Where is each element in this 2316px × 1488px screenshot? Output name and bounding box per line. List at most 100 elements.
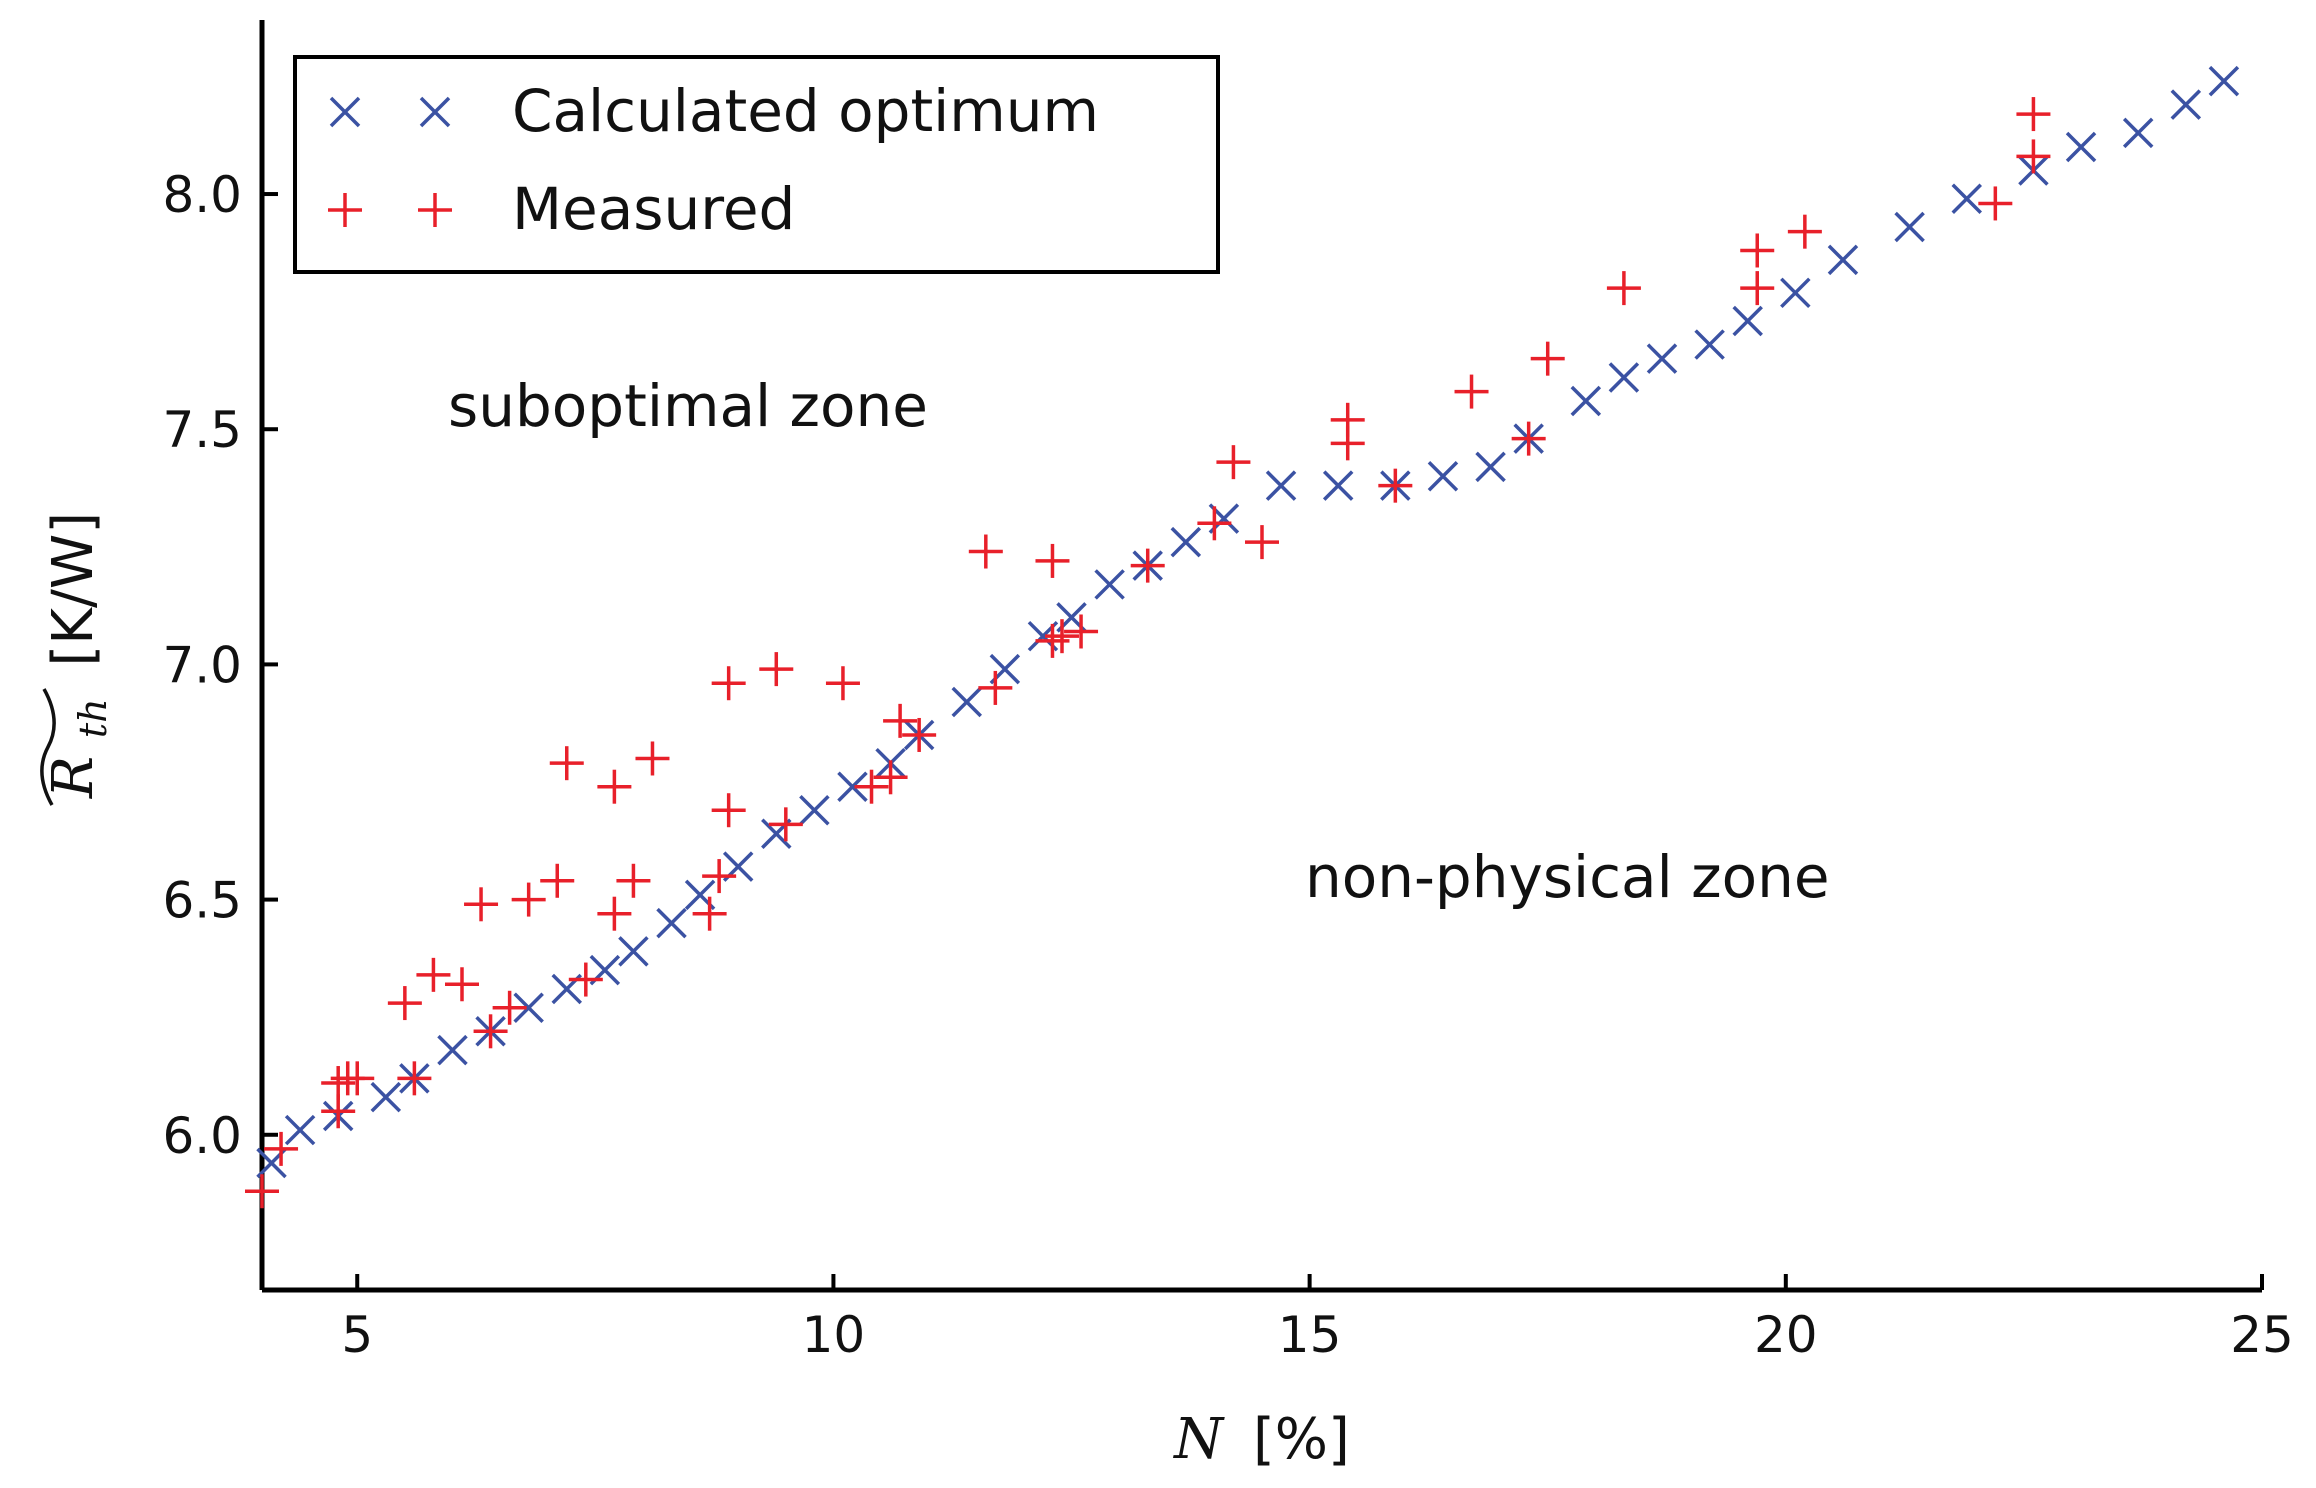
svg-text:N [%]: N [%] — [1172, 1407, 1350, 1472]
series-layer — [245, 65, 2240, 1209]
measured-point — [492, 990, 527, 1025]
measured-point — [768, 807, 803, 842]
calculated-point — [370, 1081, 402, 1113]
measured-point — [387, 986, 422, 1021]
x-tick-label: 15 — [1278, 1306, 1342, 1364]
legend-marker-measured — [418, 193, 452, 227]
calculated-point — [1694, 329, 1725, 360]
measured-point — [759, 652, 794, 687]
series-measured — [245, 97, 2051, 1209]
measured-point — [245, 1174, 279, 1209]
calculated-point — [1170, 526, 1202, 558]
measured-point — [854, 769, 889, 804]
legend-label-measured: Measured — [512, 175, 795, 243]
calculated-point — [799, 794, 830, 826]
calculated-point — [2208, 65, 2240, 97]
calculated-point — [284, 1114, 316, 1146]
y-tick-label: 6.0 — [162, 1107, 242, 1165]
calculated-point — [1608, 362, 1640, 393]
y-tick-label: 8.0 — [162, 166, 242, 224]
x-axis-symbol: N — [1172, 1407, 1225, 1472]
legend-marker-measured — [328, 193, 362, 227]
calculated-point — [1780, 277, 1811, 309]
measured-point — [1045, 619, 1079, 654]
measured-point — [1035, 543, 1070, 578]
measured-point — [873, 760, 908, 795]
measured-point — [702, 859, 737, 894]
y-tick-label: 6.5 — [162, 872, 242, 930]
calculated-point — [1827, 244, 1859, 276]
measured-point — [692, 896, 727, 931]
measured-point — [1245, 525, 1279, 560]
measured-point — [340, 1061, 375, 1096]
calculated-point — [1475, 451, 1506, 483]
measured-point — [2016, 97, 2051, 132]
measured-point — [1511, 421, 1546, 456]
measured-point — [1606, 271, 1641, 306]
y-tick-label: 7.5 — [162, 401, 242, 459]
measured-point — [978, 670, 1013, 705]
legend-marker-calculated — [329, 96, 361, 128]
calculated-point — [437, 1034, 468, 1066]
measured-point — [1740, 271, 1775, 306]
calculated-point — [1570, 385, 1602, 417]
y-axis-subscript: th — [71, 698, 115, 738]
calculated-point — [656, 907, 687, 939]
measured-point — [321, 1066, 356, 1101]
measured-point — [635, 741, 670, 776]
measured-point — [1064, 614, 1099, 649]
x-tick-label: 10 — [802, 1306, 866, 1364]
legend-label-calculated: Calculated optimum — [512, 77, 1099, 145]
measured-point — [902, 717, 937, 752]
calculated-point — [1094, 569, 1125, 600]
calculated-point — [1732, 305, 1763, 337]
annotation-suboptimal: suboptimal zone — [448, 372, 928, 440]
y-axis-unit: [K/W] — [41, 512, 106, 667]
measured-point — [416, 957, 451, 992]
x-tick-label: 20 — [1754, 1306, 1818, 1364]
series-calculated-optimum — [256, 65, 2240, 1179]
y-axis-label: R th [K/W] — [40, 512, 120, 806]
measured-point — [1530, 341, 1565, 376]
y-tick-label: 7.0 — [162, 636, 242, 694]
x-axis-unit: [%] — [1253, 1407, 1350, 1472]
legend-marker-calculated — [419, 96, 451, 128]
measured-point — [549, 746, 584, 781]
x-tick-label: 5 — [341, 1306, 373, 1364]
calculated-point — [1951, 183, 1982, 214]
calculated-point — [1646, 343, 1678, 374]
legend-box — [293, 55, 1220, 274]
x-axis-label: N [%] — [1172, 1407, 1350, 1472]
calculated-point — [618, 936, 649, 967]
measured-point — [711, 666, 746, 701]
ticks: 5 10 15 20 25 6.0 6.5 7.0 7.5 8.0 — [162, 166, 2293, 1364]
y-axis-symbol: R — [41, 756, 106, 799]
measured-point — [711, 793, 746, 828]
y-axis-tilde — [40, 688, 56, 806]
axes — [259, 20, 2262, 1293]
calculated-point — [1265, 470, 1297, 501]
calculated-point — [513, 992, 544, 1024]
measured-point — [2016, 139, 2051, 174]
measured-point — [968, 534, 1003, 569]
measured-point — [1197, 506, 1232, 541]
legend: Calculated optimum Measured — [293, 55, 1220, 274]
measured-point — [1216, 445, 1251, 480]
measured-point — [464, 887, 499, 922]
measured-point — [445, 967, 479, 1002]
measured-point — [397, 1061, 432, 1096]
measured-point — [264, 1131, 299, 1166]
measured-point — [540, 863, 575, 898]
measured-point — [1035, 623, 1070, 658]
measured-point — [1454, 374, 1489, 409]
measured-point — [568, 962, 603, 997]
x-tick-label: 25 — [2230, 1306, 2294, 1364]
measured-point — [1130, 548, 1165, 583]
calculated-point — [837, 771, 868, 802]
measured-point — [473, 1014, 508, 1049]
calculated-point — [1427, 461, 1459, 492]
calculated-point — [1894, 211, 1925, 243]
svg-text:R th [K/W]: R th [K/W] — [41, 512, 120, 799]
measured-point — [1787, 214, 1822, 249]
